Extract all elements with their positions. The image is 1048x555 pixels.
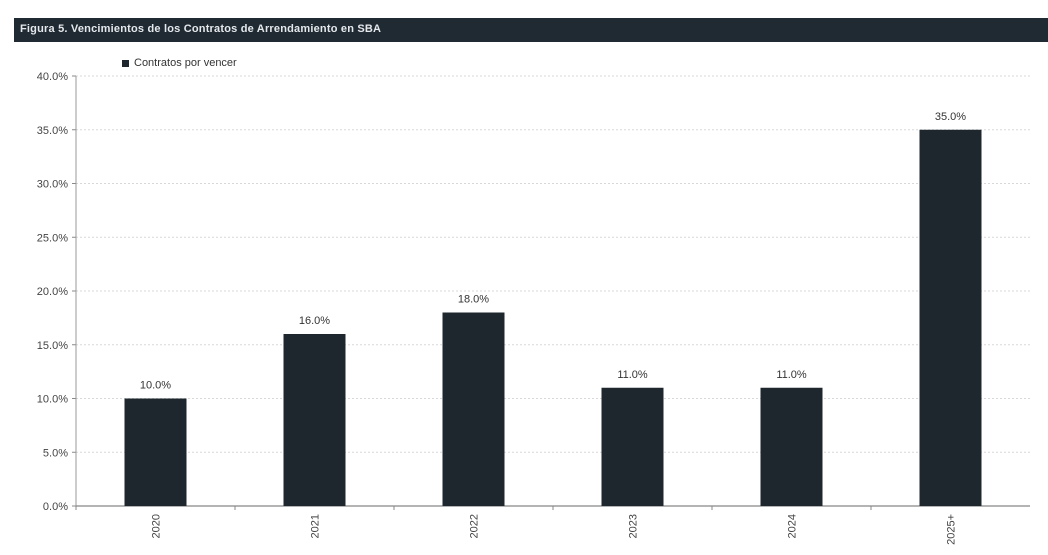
x-tick-label: 2025+ xyxy=(946,514,958,545)
y-tick-label: 20.0% xyxy=(37,286,68,298)
bar-2024 xyxy=(760,387,823,506)
x-tick-label: 2023 xyxy=(628,514,640,538)
x-tick-label: 2020 xyxy=(151,514,163,538)
x-tick-label: 2022 xyxy=(469,514,481,538)
x-tick-label: 2021 xyxy=(310,514,322,538)
x-tick-label: 2024 xyxy=(787,514,799,538)
chart-header-band: Figura 5. Vencimientos de los Contratos … xyxy=(14,18,1048,42)
bar-2021 xyxy=(283,334,346,506)
data-label: 18.0% xyxy=(458,294,489,306)
y-tick-label: 5.0% xyxy=(43,447,68,459)
y-tick-label: 40.0% xyxy=(37,71,68,83)
y-tick-label: 10.0% xyxy=(37,394,68,406)
bar-2020 xyxy=(124,398,187,506)
bar-2022 xyxy=(442,312,505,506)
data-label: 11.0% xyxy=(776,369,807,381)
y-tick-label: 15.0% xyxy=(37,340,68,352)
y-tick-label: 35.0% xyxy=(37,125,68,137)
data-label: 10.0% xyxy=(140,380,171,392)
data-label: 11.0% xyxy=(617,369,648,381)
chart-title: Figura 5. Vencimientos de los Contratos … xyxy=(20,23,382,35)
legend-label: Contratos por vencer xyxy=(134,57,237,69)
y-tick-label: 25.0% xyxy=(37,232,68,244)
y-tick-label: 30.0% xyxy=(37,179,68,191)
legend-swatch-icon xyxy=(122,59,129,67)
data-label: 16.0% xyxy=(299,315,330,327)
bar-2023 xyxy=(601,387,664,506)
bar-2025plus xyxy=(919,129,982,506)
legend: Contratos por vencer xyxy=(122,57,237,69)
y-tick-label: 0.0% xyxy=(43,501,68,513)
data-label: 35.0% xyxy=(935,111,966,123)
